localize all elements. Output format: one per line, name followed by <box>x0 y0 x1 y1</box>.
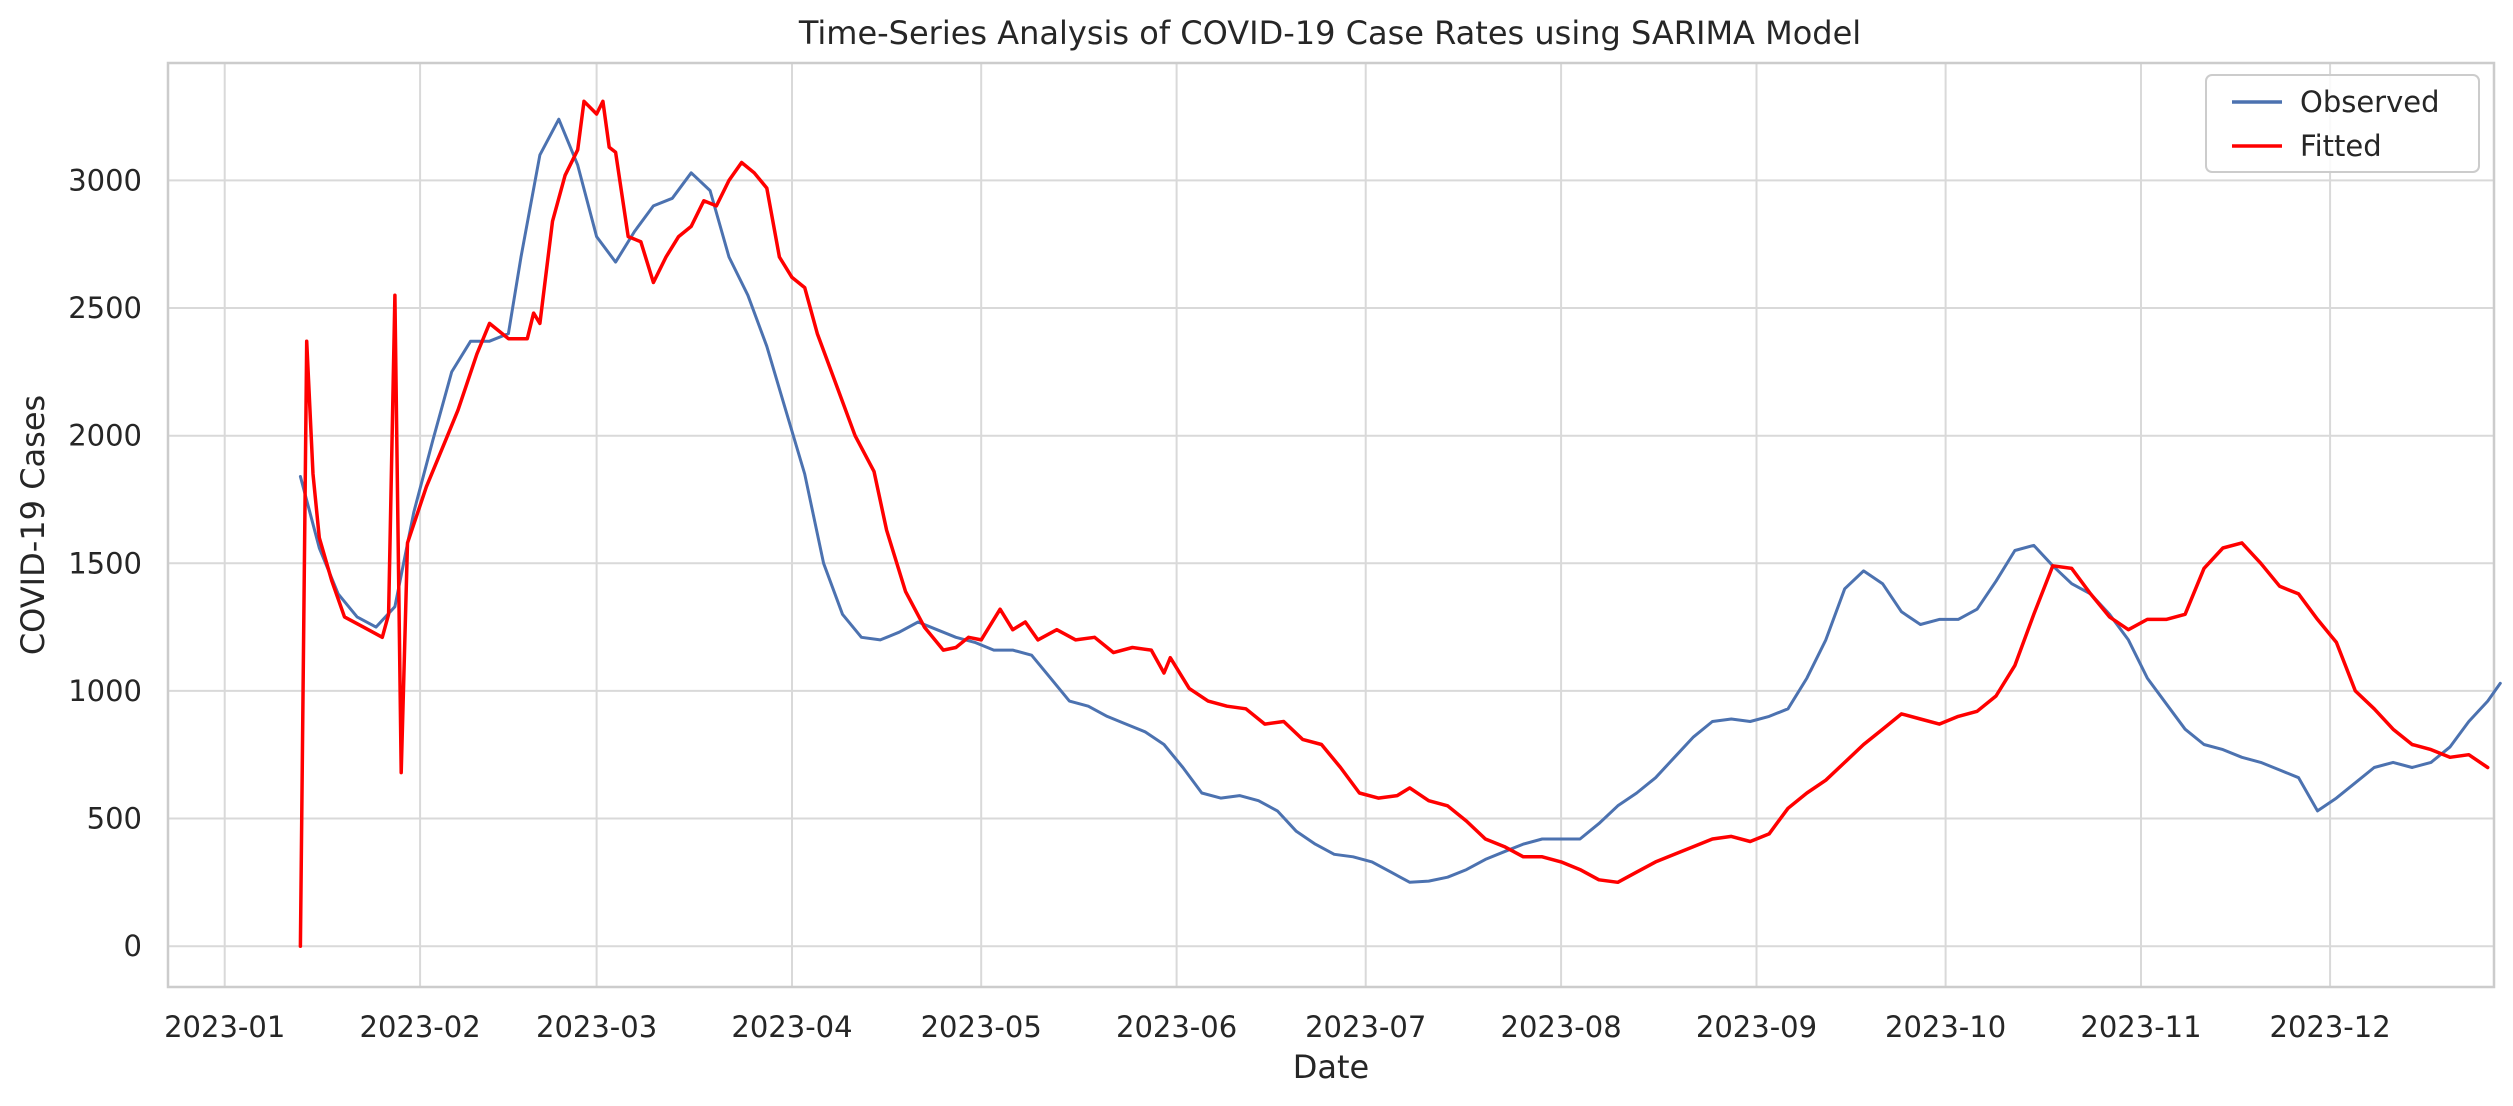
y-axis-label: COVID-19 Cases <box>14 395 52 655</box>
x-tick-label: 2023-01 <box>164 1010 285 1044</box>
y-tick-label: 2000 <box>68 419 142 453</box>
x-tick-labels: 2023-01 2023-02 2023-03 2023-04 2023-05 2023-… <box>164 1010 2391 1044</box>
x-tick-label: 2023-12 <box>2270 1010 2391 1044</box>
x-tick-label: 2023-10 <box>1885 1010 2006 1044</box>
x-tick-label: 2023-08 <box>1501 1010 1622 1044</box>
x-tick-label: 2023-03 <box>536 1010 657 1044</box>
chart-title: Time-Series Analysis of COVID-19 Case Ra… <box>798 14 1861 52</box>
x-tick-label: 2023-11 <box>2080 1010 2201 1044</box>
y-tick-label: 1000 <box>68 674 142 708</box>
x-tick-label: 2023-07 <box>1305 1010 1426 1044</box>
y-gridlines <box>168 179 2494 948</box>
y-tick-label: 3000 <box>68 163 142 197</box>
x-tick-label: 2023-04 <box>731 1010 852 1044</box>
series-layer <box>298 99 2502 948</box>
chart-legend: Observed Fitted <box>2205 74 2480 173</box>
y-tick-label: 2500 <box>68 291 142 325</box>
y-tick-label: 500 <box>87 802 142 836</box>
x-tick-label: 2023-06 <box>1116 1010 1237 1044</box>
series-line-observed <box>298 117 2502 884</box>
y-tick-label: 1500 <box>68 546 142 580</box>
x-gridlines <box>223 63 2332 987</box>
plot-frame <box>166 61 2496 989</box>
x-tick-label: 2023-09 <box>1696 1010 1817 1044</box>
x-tick-label: 2023-05 <box>921 1010 1042 1044</box>
legend-label-fitted: Fitted <box>2300 129 2382 163</box>
series-line-fitted <box>298 99 2490 948</box>
x-axis-label: Date <box>1293 1048 1369 1086</box>
y-tick-labels: 0 500 1000 1500 2000 2500 3000 <box>68 163 142 963</box>
x-tick-label: 2023-02 <box>360 1010 481 1044</box>
legend-label-observed: Observed <box>2300 85 2440 119</box>
y-tick-label: 0 <box>124 929 142 963</box>
